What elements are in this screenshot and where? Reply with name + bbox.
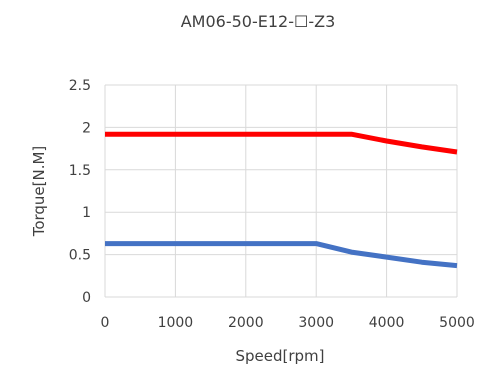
y-tick-label: 1.5 [69,163,91,179]
y-tick-labels: 0 0.5 1 1.5 2 2.5 [69,78,91,306]
x-tick-label: 0 [101,315,110,331]
x-tick-labels: 0 1000 2000 3000 4000 5000 [101,315,475,331]
y-tick-label: 0.5 [69,248,91,264]
x-axis-title: Speed[rpm] [235,347,324,365]
series-line-blue [105,241,458,269]
series-line-red [105,131,458,155]
gridlines [104,84,458,298]
x-tick-label: 3000 [298,315,334,331]
y-tick-label: 2.5 [69,78,91,94]
y-tick-label: 2 [82,120,91,136]
chart-title: AM06-50-E12-☐-Z3 [181,12,336,31]
y-tick-label: 0 [82,290,91,306]
y-tick-label: 1 [82,205,91,221]
series-group [105,131,458,269]
x-tick-label: 1000 [158,315,194,331]
x-tick-label: 2000 [228,315,264,331]
x-tick-label: 4000 [369,315,405,331]
x-tick-label: 5000 [439,315,475,331]
y-axis-title: Torque[N.M] [30,146,48,238]
